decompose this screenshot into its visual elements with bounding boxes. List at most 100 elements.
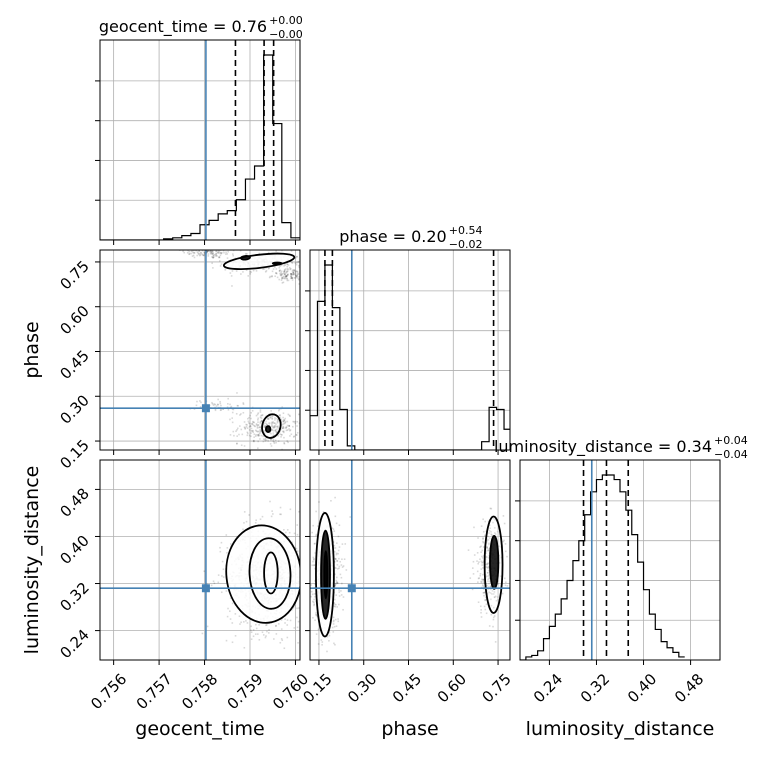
sample-point [482,530,485,533]
axes-frame [99,249,301,451]
sample-point [280,274,283,277]
y-axis-label-phase: phase [21,321,43,378]
sample-point [484,599,486,602]
sample-point [200,252,202,254]
sample-point [480,545,482,548]
sample-point [220,252,222,254]
sample-point [467,549,470,551]
axes-frame [99,39,301,241]
x-tick-label-luminosity_distance: 0.40 [624,670,660,706]
sample-point [264,437,267,440]
sample-point [284,273,286,275]
sample-point [243,511,246,513]
sample-point [478,577,480,579]
sample-point [334,515,337,518]
sample-point [279,433,281,435]
sample-point [486,538,489,540]
sample-point [255,424,258,426]
sample-point [232,253,234,255]
sample-point [286,440,289,442]
sample-point [240,621,242,624]
sample-point [277,427,280,430]
sample-point [296,626,299,629]
y-axis-label-luminosity_distance: luminosity_distance [21,466,43,655]
y-tick-label-phase: 0.75 [56,257,92,293]
sample-point [481,549,484,552]
sample-point [259,432,261,435]
sample-point [264,425,267,427]
sample-point [334,583,337,586]
sample-point [229,610,231,613]
sample-point [278,414,281,417]
sample-point [269,275,272,278]
sample-point [261,414,264,416]
sample-point [280,424,283,426]
sample-point [292,607,295,609]
sample-point [284,618,286,620]
sample-point [202,254,204,257]
sample-point [335,594,338,596]
sample-point [270,432,272,435]
sample-point [250,435,252,438]
sample-point [471,567,474,569]
sample-point [212,254,215,257]
sample-point [296,271,299,273]
sample-point [303,275,305,277]
sample-point [288,531,291,534]
sample-point [244,252,247,255]
sample-point [230,275,233,277]
plot-area [100,460,310,660]
sample-point [289,415,291,418]
x-axis-label-geocent_time: geocent_time [135,718,264,740]
sample-point [221,251,223,254]
sample-point [256,633,259,635]
sample-point [308,581,310,583]
sample-point [271,421,274,424]
sample-point [275,250,277,252]
sample-point [265,269,268,272]
sample-point [226,253,229,255]
sample-point [487,569,490,572]
sample-point [283,419,286,421]
sample-point [188,253,190,256]
sample-point [197,253,200,256]
sample-point [267,440,270,442]
sample-point [289,267,291,269]
sample-point [254,425,256,428]
sample-point [295,275,297,278]
sample-point [275,431,278,433]
sample-point [290,272,292,275]
sample-point [296,533,299,536]
sample-point [188,250,191,253]
sample-point [294,420,297,423]
sample-point [286,271,288,273]
sample-point [498,562,501,564]
sample-point [290,273,293,276]
sample-point [487,535,489,538]
sample-point [312,524,314,527]
sample-point [305,271,307,273]
sample-point [253,440,255,443]
sample-point [297,277,300,280]
title-lower-error: −0.04 [714,448,748,461]
sample-point [301,269,303,271]
sample-point [277,434,280,437]
sample-point [264,430,266,432]
sample-point [307,568,309,570]
sample-point [283,269,286,271]
sample-point [258,426,260,429]
sample-point [252,429,254,432]
sample-point [296,616,298,619]
sample-point [242,528,244,531]
sample-point [304,271,306,273]
sample-point [488,524,491,527]
sample-point [501,592,504,595]
sample-point [198,250,201,252]
sample-point [283,271,285,273]
sample-point [293,270,295,272]
sample-point [298,283,300,285]
sample-point [312,264,314,266]
sample-point [315,614,318,616]
sample-point [240,413,242,415]
sample-point [301,579,303,581]
